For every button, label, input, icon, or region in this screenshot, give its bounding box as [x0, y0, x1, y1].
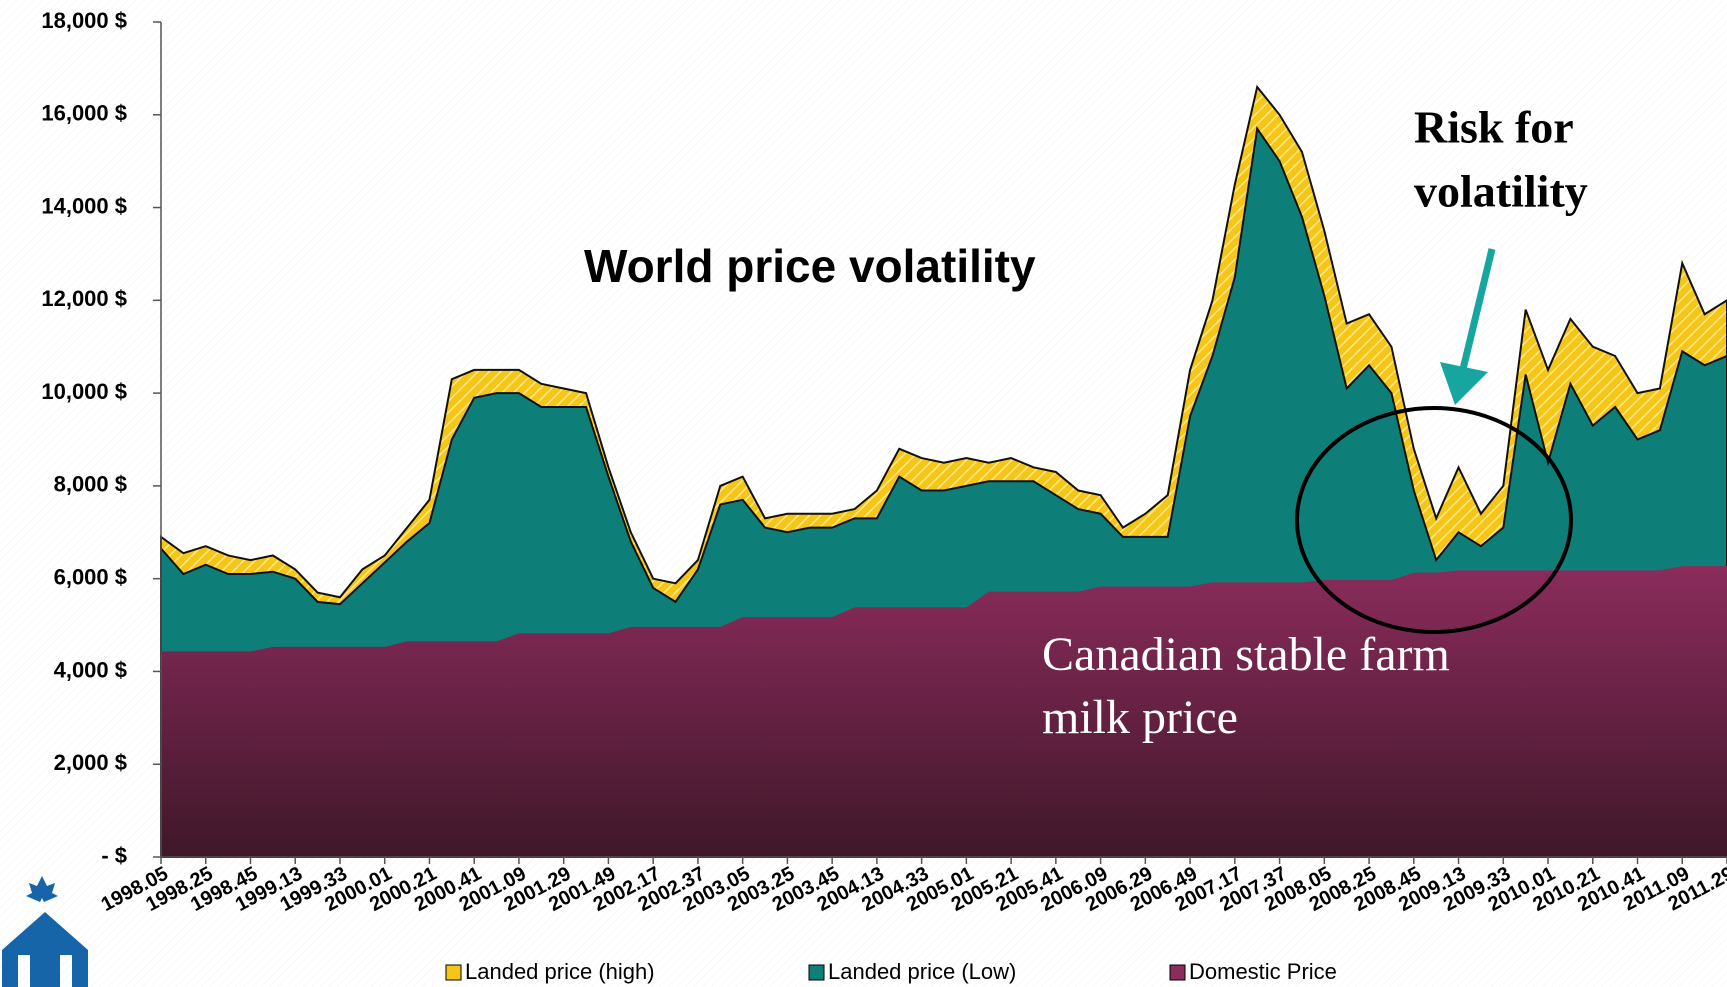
y-tick-label: 18,000 $ — [41, 8, 127, 33]
y-tick-label: 2,000 $ — [54, 750, 127, 775]
y-tick-label: 8,000 $ — [54, 472, 127, 497]
annotation-risk: volatility — [1414, 166, 1588, 217]
legend-swatch — [808, 964, 825, 981]
arrow-head — [1440, 362, 1488, 405]
annotation-title: World price volatility — [584, 240, 1036, 292]
y-tick-label: 4,000 $ — [54, 657, 127, 682]
y-tick-label: 16,000 $ — [41, 101, 127, 126]
annotation-stable: milk price — [1042, 691, 1238, 744]
y-tick-label: 6,000 $ — [54, 564, 127, 589]
y-tick-label: 12,000 $ — [41, 286, 127, 311]
y-tick-label: 10,000 $ — [41, 379, 127, 404]
area — [161, 566, 1727, 857]
legend-label: Landed price (high) — [465, 959, 655, 984]
arrow — [1454, 248, 1496, 391]
legend-label: Landed price (Low) — [828, 959, 1016, 984]
annotation-risk: Risk for — [1414, 102, 1574, 153]
legend-label: Domestic Price — [1189, 959, 1337, 984]
y-tick-label: - $ — [101, 843, 127, 868]
annotation-stable: Canadian stable farm — [1042, 628, 1450, 681]
highlight-ellipse — [1295, 406, 1573, 634]
logo — [2, 876, 88, 987]
legend-swatch — [1169, 964, 1186, 981]
legend-swatch — [445, 964, 462, 981]
y-tick-label: 14,000 $ — [41, 193, 127, 218]
